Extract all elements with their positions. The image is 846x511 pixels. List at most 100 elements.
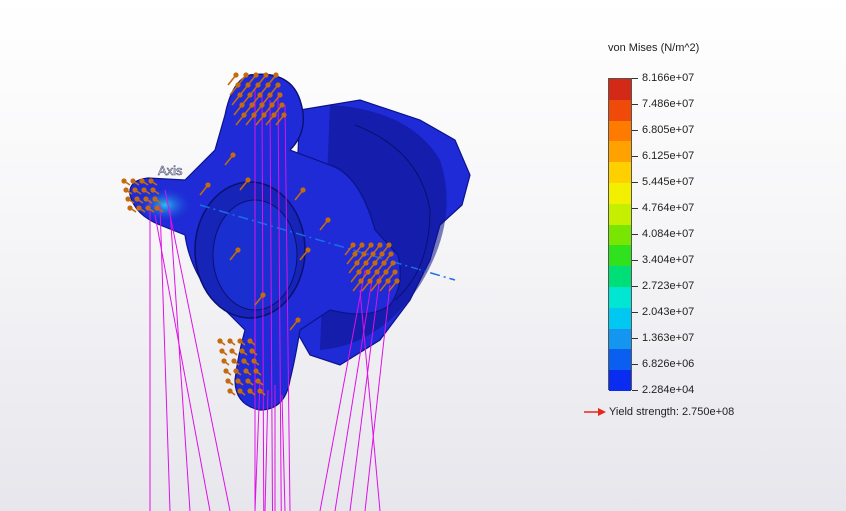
fixture-lines (149, 90, 391, 511)
load-arrow-head (275, 82, 281, 88)
load-arrow-head (247, 388, 253, 394)
load-arrow-head (127, 205, 133, 211)
fixture-line (261, 94, 265, 511)
legend-color-segment (609, 266, 631, 288)
load-arrow-head (217, 338, 223, 344)
yield-strength-label: Yield strength: 2.750e+08 (609, 406, 735, 418)
load-arrow-head (150, 187, 156, 193)
load-arrow-head (255, 378, 261, 384)
legend-tick-mark (632, 312, 638, 313)
legend-tick-mark (632, 130, 638, 131)
load-arrow-head (247, 92, 253, 98)
load-arrows (121, 72, 400, 396)
load-arrow-head (383, 269, 389, 275)
knuckle-model[interactable] (129, 73, 471, 411)
load-arrow-head (245, 378, 251, 384)
load-arrow-head (143, 196, 149, 202)
legend-tick-label: 6.125e+07 (642, 150, 695, 162)
load-arrow-head (260, 292, 266, 298)
load-arrow-head (225, 378, 231, 384)
fixture-line (154, 214, 211, 511)
load-arrow-head (243, 368, 249, 374)
legend-tick-mark (632, 208, 638, 209)
fixture-line (349, 274, 381, 511)
load-arrow-head (259, 102, 265, 108)
load-arrow-head (229, 348, 235, 354)
fixture-line (359, 289, 381, 511)
reference-axis (199, 204, 456, 281)
yield-arrow-icon (584, 408, 606, 416)
load-arrow-head (123, 187, 129, 193)
legend-tick-mark (632, 364, 638, 365)
legend-tick-label: 4.764e+07 (642, 202, 695, 214)
load-arrow-head (358, 278, 364, 284)
fixture-line (169, 209, 191, 511)
load-arrow-head (363, 260, 369, 266)
legend-tick-mark (632, 104, 638, 105)
load-arrow-head (273, 72, 279, 78)
load-arrow-head (350, 242, 356, 248)
legend-tick-label: 1.363e+07 (642, 332, 695, 344)
load-arrow-head (249, 348, 255, 354)
legend-color-segment (609, 141, 631, 163)
load-arrow-head (267, 92, 273, 98)
legend-color-segment (609, 287, 631, 309)
load-arrow-head (121, 178, 127, 184)
load-arrow-head (237, 388, 243, 394)
load-arrow-head (376, 278, 382, 284)
legend-color-segment (609, 224, 631, 246)
load-arrow-head (263, 72, 269, 78)
legend-colorbar (608, 78, 632, 392)
legend-tick-mark (632, 234, 638, 235)
load-arrow-head (221, 358, 227, 364)
load-arrow-head (257, 92, 263, 98)
load-arrow-head (374, 269, 380, 275)
load-arrow-head (257, 388, 263, 394)
load-arrow-head (295, 317, 301, 323)
legend-tick-label: 7.486e+07 (642, 98, 695, 110)
load-arrow-head (249, 102, 255, 108)
legend-color-segment (609, 162, 631, 184)
load-arrow-head (235, 247, 241, 253)
load-arrow-head (219, 348, 225, 354)
load-arrow-head (367, 278, 373, 284)
load-arrow-head (386, 242, 392, 248)
legend-tick-mark (632, 182, 638, 183)
fixture-line (364, 284, 391, 511)
load-arrow-head (392, 269, 398, 275)
load-arrow-head (154, 205, 160, 211)
load-arrow-head (370, 251, 376, 257)
load-arrow-head (130, 178, 136, 184)
load-arrow-head (372, 260, 378, 266)
fixture-line (164, 189, 231, 511)
load-arrow-head (139, 178, 145, 184)
fixture-line (284, 104, 291, 511)
load-arrow-head (251, 358, 257, 364)
load-arrow-head (379, 251, 385, 257)
load-arrow-head (227, 388, 233, 394)
load-arrow-head (245, 82, 251, 88)
stress-legend[interactable]: von Mises (N/m^2) 8.166e+07 7.486e+07 6.80… (584, 38, 840, 428)
load-arrow-head (245, 177, 251, 183)
load-arrow-head (253, 368, 259, 374)
load-arrow-head (152, 196, 158, 202)
load-arrow-head (279, 102, 285, 108)
legend-tick-label: 2.043e+07 (642, 306, 695, 318)
legend-tick-label: 4.084e+07 (642, 228, 695, 240)
load-arrow-head (136, 205, 142, 211)
legend-color-segment (609, 245, 631, 267)
legend-color-segment (609, 79, 631, 101)
legend-tick-mark (632, 156, 638, 157)
legend-color-segment (609, 183, 631, 205)
load-arrow-head (239, 102, 245, 108)
fixture-line (269, 99, 273, 511)
legend-color-segment (609, 349, 631, 371)
fixture-line (254, 379, 261, 511)
load-arrow-head (237, 92, 243, 98)
load-arrow-head (388, 251, 394, 257)
load-arrow-head (365, 269, 371, 275)
load-arrow-head (356, 269, 362, 275)
load-arrow-head (145, 205, 151, 211)
load-arrow-head (261, 112, 267, 118)
